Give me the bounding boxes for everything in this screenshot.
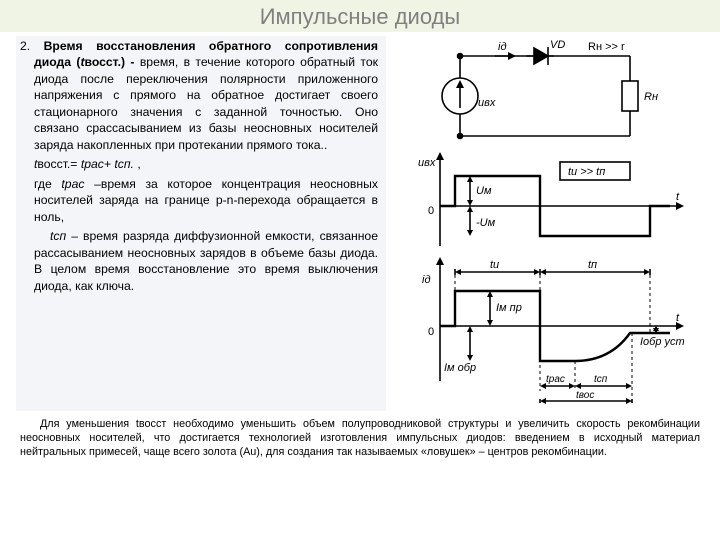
- w2-tp: tп: [588, 259, 597, 271]
- w2-tras: tрас: [546, 374, 565, 385]
- label-vd: VD: [550, 39, 565, 51]
- item-number: 2.: [20, 39, 44, 53]
- label-uvx: uвх: [478, 97, 496, 109]
- circuit-group: uвх VD iд Rн >> r Rн: [442, 39, 658, 139]
- label-rn: Rн: [644, 91, 658, 103]
- p1-rest: время, в течение которого обратный ток д…: [34, 55, 378, 151]
- p4b: – время разряда диффузионной емкости, св…: [34, 229, 378, 292]
- slide-title: Импульсные диоды: [260, 4, 461, 29]
- footer-text: Для уменьшения tвосст необходимо уменьши…: [20, 417, 700, 459]
- w2-ti: tи: [490, 259, 499, 271]
- slide: Импульсные диоды 2. Время восстановления…: [0, 0, 720, 540]
- p2c: tрас+ tсп.: [81, 157, 138, 171]
- w1-ylabel: uвх: [418, 157, 436, 169]
- w2-Impr: Iм пр: [496, 302, 522, 314]
- w2-ylabel: iд: [422, 274, 431, 286]
- w2-t: t: [676, 312, 680, 324]
- w2-tvos: tвос: [576, 390, 594, 401]
- p4a: tсп: [50, 229, 66, 243]
- label-rn-rel: Rн >> r: [588, 41, 625, 53]
- main-content: 2. Время восстановления обратного сопрот…: [0, 32, 720, 411]
- diagram-column: uвх VD iд Rн >> r Rн: [386, 36, 704, 411]
- wave2-group: iд 0 t tи tп: [422, 257, 685, 404]
- text-column: 2. Время восстановления обратного сопрот…: [16, 36, 386, 411]
- p3b: tрас: [61, 177, 94, 191]
- para-2: tвосст.= tрас+ tсп. ,: [20, 156, 378, 172]
- w2-zero: 0: [428, 326, 434, 338]
- w1-negUm: -Uм: [476, 217, 496, 229]
- w2-Imobr: Iм обр: [444, 362, 476, 374]
- w1-box: tи >> tп: [568, 166, 605, 178]
- wave1-group: uвх 0 t Uм -Uм tи >> tп: [418, 152, 684, 246]
- label-id: iд: [498, 41, 507, 53]
- p2b: восст.=: [37, 157, 80, 171]
- para-3: где tрас –время за которое концентрация …: [20, 176, 378, 225]
- footer: Для уменьшения tвосст необходимо уменьши…: [0, 411, 720, 459]
- title-bar: Импульсные диоды: [0, 0, 720, 32]
- w1-zero: 0: [428, 205, 434, 217]
- para-4: tсп – время разряда диффузионной емкости…: [20, 228, 378, 294]
- para-1: 2. Время восстановления обратного сопрот…: [20, 38, 378, 153]
- w1-Um: Uм: [476, 185, 492, 197]
- w1-t: t: [676, 191, 680, 203]
- diagram-svg: uвх VD iд Rн >> r Rн: [400, 36, 690, 406]
- p1-bold-b: восст.) -: [85, 55, 140, 69]
- p2d: ,: [137, 157, 140, 171]
- w2-Iobrust: Iобр уст: [640, 336, 685, 348]
- p3a: где: [34, 177, 61, 191]
- w2-tsp: tсп: [594, 374, 608, 385]
